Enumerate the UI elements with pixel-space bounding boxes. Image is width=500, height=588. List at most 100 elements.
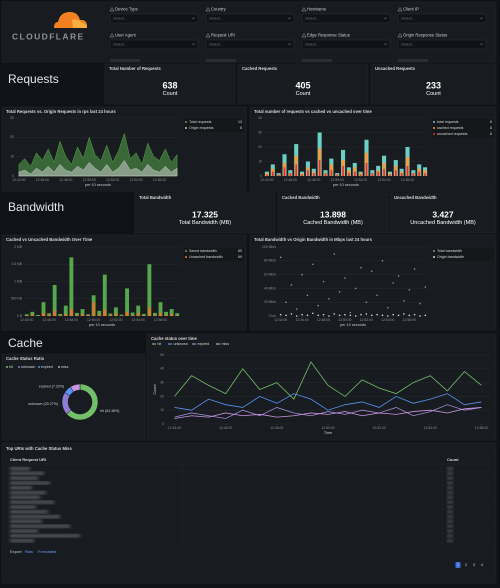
- stat-panel: [134, 192, 276, 234]
- bar: [164, 314, 168, 316]
- x-tick-label: 12:52:00: [360, 318, 373, 322]
- scatter-point: [295, 315, 298, 317]
- filter-select[interactable]: [397, 13, 487, 24]
- x-axis-label: per 10 seconds: [340, 323, 366, 327]
- scatter-point: [317, 314, 319, 317]
- column-header: Count: [447, 457, 459, 462]
- stat-panel: [237, 63, 369, 105]
- page-number[interactable]: 4: [481, 562, 484, 567]
- legend-label: Total requests: [189, 120, 212, 124]
- bar: [271, 171, 274, 176]
- bar: [97, 314, 101, 316]
- filter-select[interactable]: [205, 39, 295, 50]
- blurred-cell: [447, 481, 453, 485]
- bar: [58, 315, 62, 316]
- scatter-point: [387, 315, 389, 317]
- stat-value: 638: [162, 80, 177, 90]
- blurred-cell: [10, 467, 30, 471]
- bar: [97, 310, 102, 316]
- bar: [175, 315, 179, 316]
- scatter-point: [403, 300, 405, 302]
- stat-value: 17.325: [192, 209, 218, 219]
- bar: [52, 284, 57, 316]
- scatter-point: [338, 291, 341, 293]
- filter-select[interactable]: [109, 13, 199, 24]
- export-option[interactable]: Raw: [25, 549, 33, 554]
- stat-unit: Total Bandwidth (MB): [179, 220, 231, 226]
- page-number[interactable]: 1: [457, 562, 460, 567]
- blurred-cell: [447, 524, 453, 528]
- stat-value: 233: [426, 80, 441, 90]
- x-tick-label: 12:56:00: [401, 178, 414, 182]
- stat-unit: Cached Bandwidth (MB): [303, 220, 363, 226]
- x-tick-label: 12:54:00: [132, 318, 145, 322]
- slice-label: unknown (20.27%): [28, 402, 58, 406]
- scatter-point: [354, 287, 357, 290]
- filter-chevron: [287, 43, 292, 46]
- filter-select[interactable]: [301, 39, 391, 50]
- blurred-cell: [447, 491, 453, 495]
- scatter-point: [322, 313, 325, 316]
- bar: [175, 313, 180, 316]
- x-tick-label: 12:52:00: [106, 178, 119, 182]
- stat-panel: [370, 63, 497, 105]
- scatter-point: [349, 311, 352, 314]
- y-tick-label: 40: [258, 116, 262, 120]
- bar: [25, 315, 29, 316]
- bar: [53, 310, 57, 316]
- y-tick-label: 20: [258, 145, 262, 149]
- page-number[interactable]: 3: [473, 562, 476, 567]
- chart-title: Cache status over time: [151, 336, 198, 341]
- legend-label: miss: [222, 342, 230, 346]
- x-tick-label: 12:48:00: [317, 318, 330, 322]
- legend-label: Uncached bandwidth: [189, 255, 223, 259]
- line: [174, 407, 482, 419]
- scatter-point: [424, 314, 427, 317]
- filter-select[interactable]: [205, 13, 295, 24]
- filter-chevron: [383, 43, 388, 46]
- scatter-point: [354, 315, 357, 317]
- page-number[interactable]: 2: [465, 562, 468, 567]
- bar: [74, 312, 79, 316]
- filter-label: Hostname: [307, 7, 327, 12]
- legend-value: 6: [490, 126, 492, 130]
- scatter-point: [301, 313, 303, 316]
- stat-title: Total Bandwidth: [139, 195, 172, 200]
- filter-select[interactable]: [109, 39, 199, 50]
- x-tick-label: 12:46:00: [42, 318, 55, 322]
- slice-label: expired (7.32%): [39, 385, 64, 389]
- bar: [103, 309, 107, 316]
- legend-swatch: [216, 343, 220, 345]
- bar: [142, 315, 146, 316]
- legend-swatch: [185, 121, 187, 123]
- chart-panel: [1, 353, 146, 441]
- scatter-point: [301, 273, 303, 276]
- cloudflare-logo: [54, 12, 87, 28]
- legend-value: 6: [240, 126, 242, 130]
- y-tick-label: 30: [10, 116, 14, 120]
- line: [174, 404, 482, 419]
- filter-chevron: [191, 43, 196, 46]
- scatter-point: [360, 266, 362, 269]
- bar: [24, 314, 29, 316]
- scatter-point: [397, 314, 400, 317]
- legend-box: [430, 117, 496, 140]
- y-tick-label: 50: [160, 353, 164, 357]
- y-tick-label: 0: [12, 174, 14, 178]
- y-axis-label: Count: [153, 383, 157, 394]
- y-tick-label: 10: [258, 159, 262, 163]
- bar: [58, 313, 63, 316]
- blurred-cell: [10, 529, 38, 533]
- bar: [164, 311, 169, 316]
- scatter-point: [322, 280, 325, 283]
- blurred-cell: [447, 529, 453, 533]
- stat-title: Uncached Requests: [375, 66, 416, 71]
- filter-select[interactable]: [397, 39, 487, 50]
- x-tick-label: 12:46:00: [296, 318, 309, 322]
- bar: [307, 170, 309, 176]
- blurred-cell: [10, 505, 36, 509]
- export-option[interactable]: Formatted: [38, 549, 56, 554]
- legend-value: 69: [238, 255, 242, 259]
- filter-select[interactable]: [301, 13, 391, 24]
- scatter-point: [413, 268, 416, 270]
